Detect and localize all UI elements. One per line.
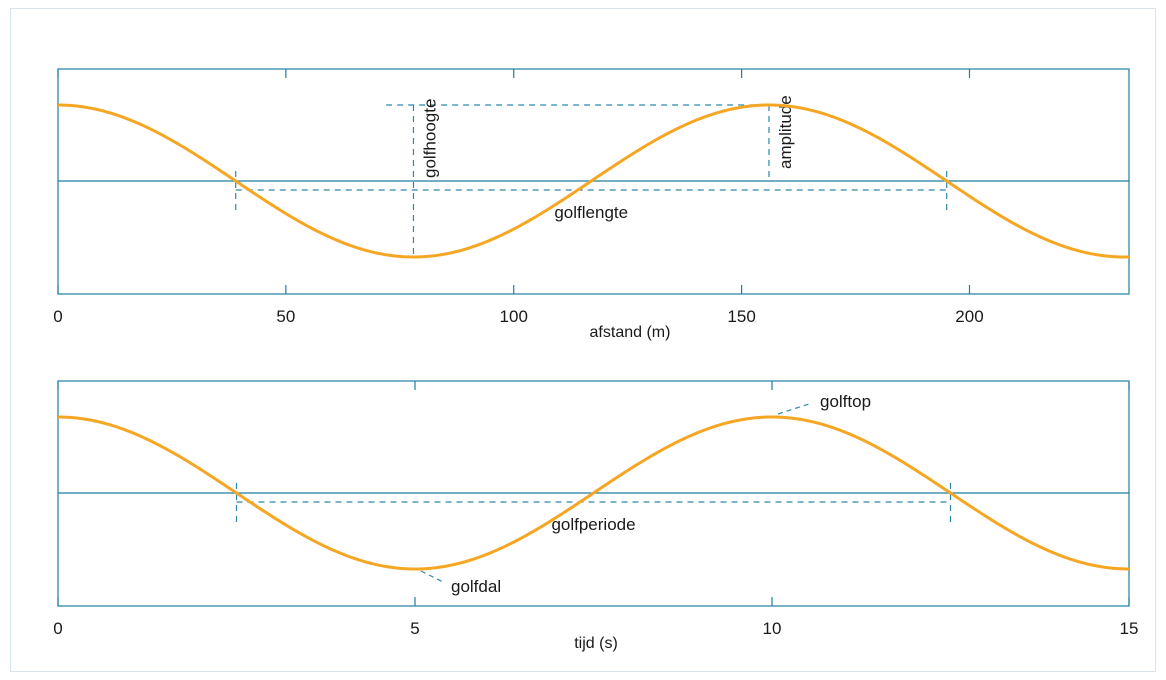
- height-amplitude-markers: [386, 104, 770, 257]
- amplitude-label: amplitude: [776, 95, 795, 169]
- golfperiode-marker: [235, 483, 952, 523]
- x-tick-label: 0: [53, 619, 62, 638]
- golflengte-marker: [235, 171, 948, 211]
- crest-trough-leaders: [420, 402, 813, 584]
- x-tick-label: 5: [410, 619, 419, 638]
- x-tick-label: 10: [763, 619, 782, 638]
- x-tick-label: 50: [276, 307, 295, 326]
- x-tick-label: 100: [500, 307, 528, 326]
- golfhoogte-label: golfhoogte: [420, 99, 439, 178]
- golflengte-label: golflengte: [554, 203, 628, 222]
- distance-tick-labels: 0 50 100 150 200: [53, 307, 983, 326]
- golftop-label: golftop: [820, 392, 871, 411]
- golftop-leader: [777, 402, 813, 415]
- golfdal-label: golfdal: [451, 577, 501, 596]
- x-tick-label: 15: [1120, 619, 1139, 638]
- figure-frame: [10, 8, 1156, 672]
- golfperiode-label: golfperiode: [551, 515, 635, 534]
- time-tick-labels: 0 5 10 15: [53, 619, 1138, 638]
- time-chart: 0 5 10 15 tijd (s) golfperiode golftop golf…: [53, 380, 1138, 652]
- distance-ticks: [57, 69, 971, 294]
- x-tick-label: 200: [955, 307, 983, 326]
- distance-wave-line: [57, 103, 1130, 259]
- time-wave-line: [57, 415, 1130, 571]
- golfdal-leader: [420, 570, 446, 584]
- distance-x-axis-title: afstand (m): [590, 324, 671, 341]
- x-tick-label: 150: [727, 307, 755, 326]
- time-ticks: [57, 381, 1130, 606]
- distance-chart: 0 50 100 150 200 afstand (m) golflengte golf…: [53, 68, 1130, 341]
- x-tick-label: 0: [53, 307, 62, 326]
- time-x-axis-title: tijd (s): [574, 635, 618, 652]
